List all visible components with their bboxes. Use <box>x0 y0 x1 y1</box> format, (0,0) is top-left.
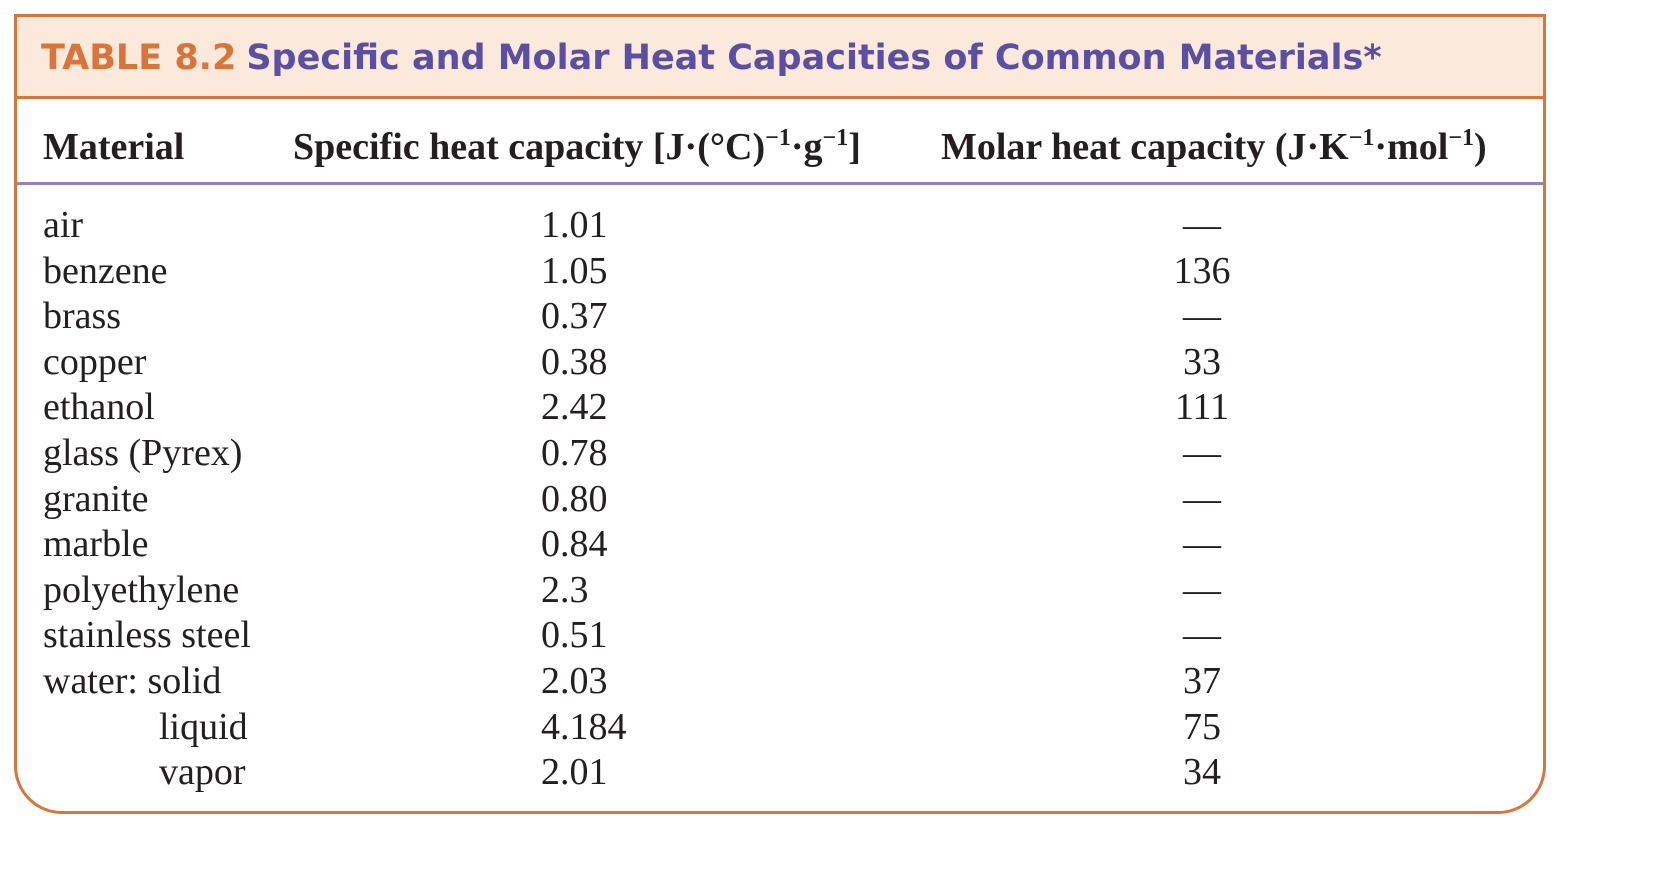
cell-specific-heat: 2.03 <box>541 659 608 705</box>
header-molar-sup-1: −1 <box>1349 125 1375 151</box>
table-header-row: Material Specific heat capacity [J·(°C)−… <box>17 99 1543 185</box>
header-molar-sup-2: −1 <box>1448 125 1474 151</box>
table-row: glass (Pyrex) 0.78 — <box>17 431 1543 477</box>
table-row: liquid 4.184 75 <box>17 705 1543 751</box>
cell-molar-heat: 37 <box>1167 659 1237 705</box>
header-specific-heat-text: Specific heat capacity [J·(°C) <box>293 126 765 168</box>
cell-molar-heat: — <box>1167 431 1237 477</box>
table-row: granite 0.80 — <box>17 477 1543 523</box>
cell-molar-heat: 75 <box>1167 705 1237 751</box>
cell-molar-heat: — <box>1167 613 1237 659</box>
cell-specific-heat: 2.3 <box>541 568 589 614</box>
table-row: water: solid 2.03 37 <box>17 659 1543 705</box>
header-specific-heat-end: ] <box>848 126 861 168</box>
cell-material: marble <box>43 522 149 568</box>
header-molar-heat: Molar heat capacity (J·K−1·mol−1) <box>941 125 1487 169</box>
table-row: stainless steel 0.51 — <box>17 613 1543 659</box>
header-specific-sup-1: −1 <box>765 125 791 151</box>
cell-specific-heat: 0.80 <box>541 477 608 523</box>
cell-specific-heat: 0.38 <box>541 340 608 386</box>
table-title-bar: TABLE 8.2 Specific and Molar Heat Capacit… <box>17 17 1543 99</box>
cell-material: ethanol <box>43 385 155 431</box>
cell-molar-heat: — <box>1167 294 1237 340</box>
table-row: ethanol 2.42 111 <box>17 385 1543 431</box>
cell-material: brass <box>43 294 121 340</box>
table-row: marble 0.84 — <box>17 522 1543 568</box>
cell-material: benzene <box>43 249 167 295</box>
cell-material: air <box>43 203 83 249</box>
table-row: polyethylene 2.3 — <box>17 568 1543 614</box>
header-specific-sup-2: −1 <box>823 125 849 151</box>
cell-molar-heat: — <box>1167 568 1237 614</box>
table-row: copper 0.38 33 <box>17 340 1543 386</box>
cell-molar-heat: 136 <box>1167 249 1237 295</box>
cell-material: glass (Pyrex) <box>43 431 242 477</box>
cell-material: water: solid <box>43 659 221 705</box>
table-frame: TABLE 8.2 Specific and Molar Heat Capacit… <box>14 14 1546 814</box>
cell-specific-heat: 0.37 <box>541 294 608 340</box>
cell-molar-heat: 33 <box>1167 340 1237 386</box>
cell-molar-heat: 111 <box>1167 385 1237 431</box>
cell-material: vapor <box>159 750 246 796</box>
cell-material: granite <box>43 477 149 523</box>
cell-material: liquid <box>159 705 248 751</box>
cell-specific-heat: 0.51 <box>541 613 608 659</box>
cell-molar-heat: — <box>1167 203 1237 249</box>
cell-specific-heat: 0.78 <box>541 431 608 477</box>
cell-molar-heat: 34 <box>1167 750 1237 796</box>
cell-specific-heat: 0.84 <box>541 522 608 568</box>
table-row: benzene 1.05 136 <box>17 249 1543 295</box>
cell-material: stainless steel <box>43 613 251 659</box>
cell-specific-heat: 4.184 <box>541 705 627 751</box>
cell-specific-heat: 2.42 <box>541 385 608 431</box>
header-molar-heat-end: ) <box>1474 126 1487 168</box>
header-molar-heat-mid: ·mol <box>1374 126 1448 168</box>
table-number: TABLE 8.2 <box>41 38 236 78</box>
cell-molar-heat: — <box>1167 522 1237 568</box>
header-molar-heat-text: Molar heat capacity (J·K <box>941 126 1349 168</box>
cell-molar-heat: — <box>1167 477 1237 523</box>
table-row: vapor 2.01 34 <box>17 750 1543 796</box>
header-specific-heat-mid: ·g <box>791 126 823 168</box>
header-material: Material <box>43 125 184 169</box>
cell-specific-heat: 1.05 <box>541 249 608 295</box>
cell-specific-heat: 2.01 <box>541 750 608 796</box>
cell-material: polyethylene <box>43 568 239 614</box>
header-specific-heat: Specific heat capacity [J·(°C)−1·g−1] <box>293 125 861 169</box>
table-body: air 1.01 — benzene 1.05 136 brass 0.37 —… <box>17 203 1543 796</box>
table-row: brass 0.37 — <box>17 294 1543 340</box>
cell-material: copper <box>43 340 146 386</box>
table-row: air 1.01 — <box>17 203 1543 249</box>
cell-specific-heat: 1.01 <box>541 203 608 249</box>
table-title: Specific and Molar Heat Capacities of Co… <box>246 38 1381 78</box>
